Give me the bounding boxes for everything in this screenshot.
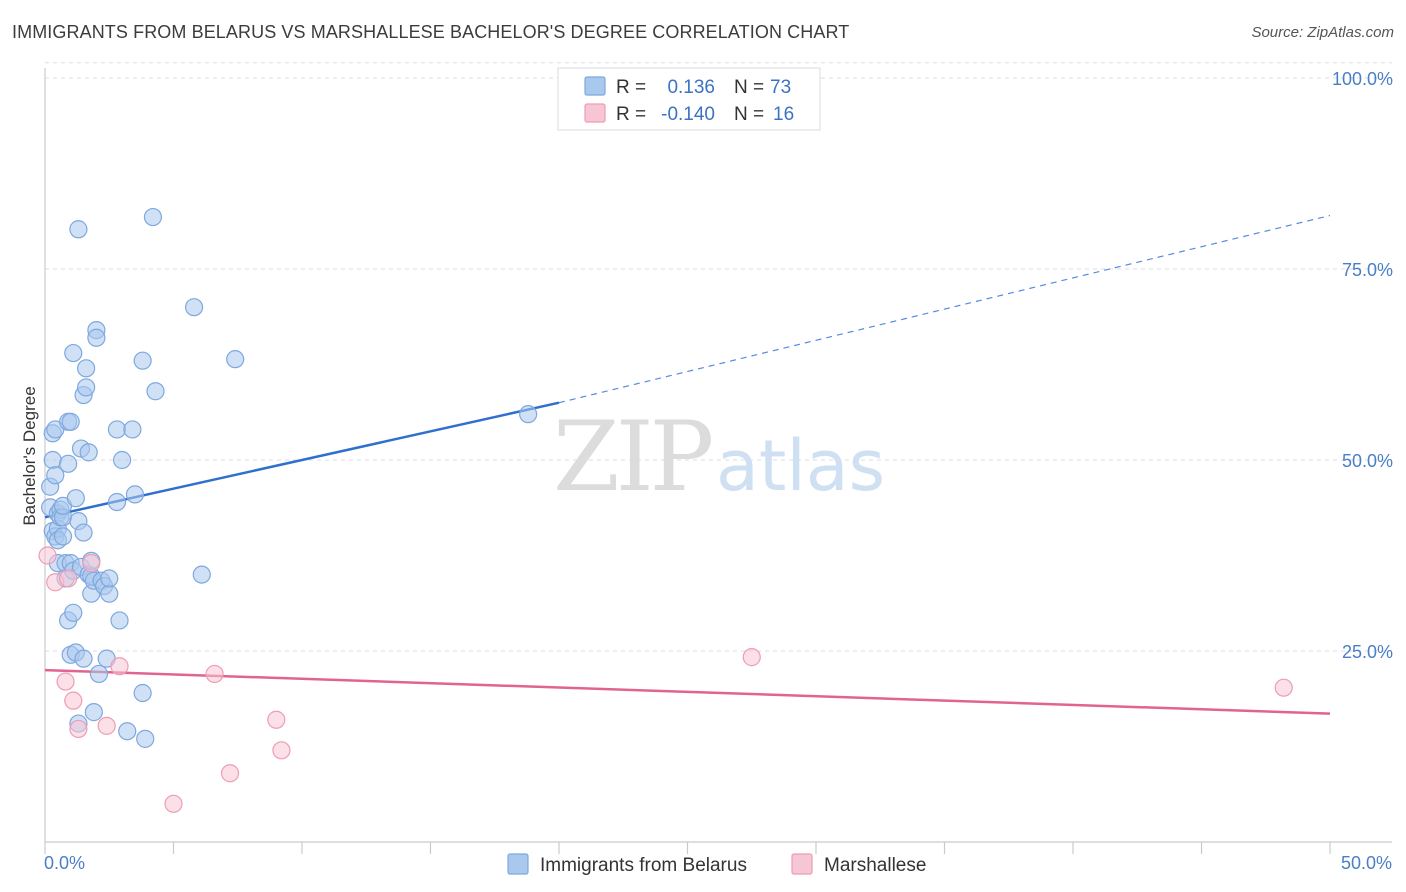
point-belarus-16 xyxy=(53,527,73,546)
series-marshallese-points xyxy=(38,546,1293,813)
point-belarus-38 xyxy=(77,378,96,397)
point-marshallese-5 xyxy=(69,719,88,739)
point-marshallese-16 xyxy=(1274,678,1293,697)
point-belarus-49 xyxy=(89,664,109,684)
series-belarus-points xyxy=(41,207,538,748)
bottom-legend-label-belarus[interactable]: Immigrants from Belarus xyxy=(540,855,747,876)
trend-line-belarus-extrapolated xyxy=(558,214,1331,404)
point-belarus-57 xyxy=(110,611,129,630)
point-marshallese-8 xyxy=(110,657,129,676)
point-belarus-53 xyxy=(100,584,119,603)
y-tick-label-75: 75.0% xyxy=(1342,260,1393,280)
point-marshallese-13 xyxy=(267,710,286,729)
point-belarus-66 xyxy=(146,382,165,401)
point-belarus-39 xyxy=(77,359,96,378)
point-belarus-56 xyxy=(107,492,127,512)
point-belarus-6 xyxy=(46,466,65,485)
point-marshallese-10 xyxy=(164,794,183,813)
y-tick-label-50: 50.0% xyxy=(1342,451,1393,471)
grid-lines xyxy=(45,62,1392,652)
bottom-legend-swatch-marshallese[interactable] xyxy=(791,853,813,875)
axes xyxy=(44,68,1392,843)
point-marshallese-2 xyxy=(59,569,78,588)
point-belarus-60 xyxy=(123,420,142,439)
point-belarus-40 xyxy=(79,443,98,462)
point-belarus-59 xyxy=(118,722,137,741)
point-belarus-35 xyxy=(74,523,93,542)
point-marshallese-15 xyxy=(742,648,761,667)
point-marshallese-6 xyxy=(82,554,101,573)
point-belarus-67 xyxy=(184,298,204,317)
watermark-zip: ZIP xyxy=(553,401,712,513)
legend-n-value-belarus: 73 xyxy=(770,77,791,98)
point-belarus-25 xyxy=(64,603,83,622)
legend-n-value-marshallese: 16 xyxy=(773,104,794,125)
legend-r-label-marshallese: R = xyxy=(616,104,646,125)
point-belarus-54 xyxy=(100,569,119,588)
point-belarus-46 xyxy=(84,703,103,722)
point-belarus-37 xyxy=(74,649,93,668)
trend-line-marshallese xyxy=(44,668,1331,715)
point-marshallese-0 xyxy=(38,546,57,565)
watermark-atlas: atlas xyxy=(716,425,885,507)
legend-n-label-belarus: N = xyxy=(734,77,764,98)
point-belarus-64 xyxy=(136,729,155,748)
point-belarus-27 xyxy=(64,343,83,363)
point-belarus-22 xyxy=(61,412,80,431)
legend-r-value-belarus: 0.136 xyxy=(667,77,715,98)
chart-title: IMMIGRANTS FROM BELARUS VS MARSHALLESE B… xyxy=(12,22,850,42)
x-tick-label-min: 0.0% xyxy=(44,853,85,873)
legend-n-label-marshallese: N = xyxy=(734,104,764,125)
x-tick-label-max: 50.0% xyxy=(1341,853,1392,873)
legend-r-label-belarus: R = xyxy=(616,77,646,98)
y-tick-label-100: 100.0% xyxy=(1332,69,1393,89)
stats-legend: R = 0.136 N = 73 R = -0.140 N = 16 xyxy=(557,67,821,131)
point-belarus-69 xyxy=(226,350,245,369)
legend-r-value-marshallese: -0.140 xyxy=(661,104,715,125)
point-marshallese-4 xyxy=(64,691,83,710)
point-marshallese-3 xyxy=(56,672,75,691)
point-belarus-58 xyxy=(112,450,132,470)
series-legend: Immigrants from Belarus Marshallese xyxy=(507,853,926,876)
x-axis-ticks xyxy=(44,842,1331,854)
point-belarus-48 xyxy=(87,328,106,347)
point-marshallese-12 xyxy=(220,764,240,783)
point-belarus-31 xyxy=(69,220,88,239)
point-belarus-68 xyxy=(192,565,211,584)
point-belarus-55 xyxy=(107,420,127,439)
point-belarus-63 xyxy=(133,351,152,370)
point-marshallese-11 xyxy=(205,664,224,684)
chart-source: Source: ZipAtlas.com xyxy=(1251,24,1394,41)
point-belarus-62 xyxy=(133,683,152,703)
point-belarus-2 xyxy=(43,450,62,470)
point-belarus-61 xyxy=(125,485,145,504)
y-axis-label: Bachelor's Degree xyxy=(20,386,39,525)
point-belarus-29 xyxy=(66,489,85,508)
bottom-legend-swatch-belarus[interactable] xyxy=(507,853,529,875)
point-belarus-20 xyxy=(59,454,78,473)
point-belarus-65 xyxy=(143,207,163,227)
point-marshallese-14 xyxy=(272,741,291,760)
bottom-legend-label-marshallese[interactable]: Marshallese xyxy=(824,855,926,876)
legend-swatch-belarus xyxy=(584,76,606,96)
y-axis-ticks: 25.0% 50.0% 75.0% 100.0% xyxy=(1332,69,1393,662)
y-tick-label-25: 25.0% xyxy=(1342,642,1393,662)
watermark: ZIP atlas xyxy=(553,401,885,513)
point-marshallese-7 xyxy=(97,716,116,735)
legend-swatch-marshallese xyxy=(584,103,606,123)
point-belarus-70 xyxy=(519,405,538,424)
